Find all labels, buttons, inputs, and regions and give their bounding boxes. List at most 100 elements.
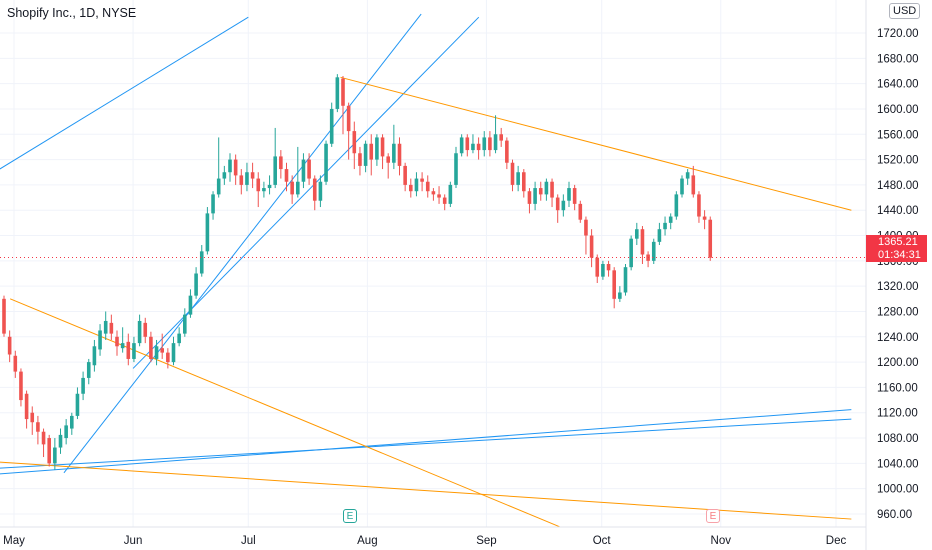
candle bbox=[279, 150, 283, 179]
candle-body bbox=[425, 181, 430, 192]
candle bbox=[561, 194, 566, 217]
candle bbox=[668, 213, 673, 230]
time-axis[interactable]: May Jun Jul Aug Sep Oct Nov Dec bbox=[3, 535, 846, 547]
trend-line-orange[interactable] bbox=[0, 460, 852, 520]
candle bbox=[612, 267, 616, 309]
candle-body bbox=[567, 188, 571, 201]
candle-body bbox=[70, 415, 74, 429]
candle bbox=[465, 134, 470, 157]
candle bbox=[358, 146, 362, 176]
trend-line-blue[interactable] bbox=[0, 16, 249, 186]
candle-body bbox=[584, 219, 588, 236]
candle-body bbox=[19, 371, 23, 401]
candle bbox=[488, 131, 492, 157]
candle-body bbox=[657, 229, 662, 242]
candle bbox=[64, 419, 68, 445]
candle bbox=[126, 333, 131, 366]
candle-body bbox=[414, 178, 419, 192]
candle-body bbox=[228, 159, 232, 173]
price-tick-label: 1480.00 bbox=[877, 180, 919, 192]
candle bbox=[154, 339, 159, 366]
candle-body bbox=[143, 322, 148, 337]
candle-body bbox=[301, 159, 306, 182]
candle bbox=[30, 406, 35, 435]
candle-body bbox=[188, 295, 193, 315]
candle bbox=[697, 191, 701, 223]
candle-body bbox=[7, 336, 12, 355]
trend-lines[interactable] bbox=[0, 13, 852, 528]
candle-body bbox=[296, 181, 300, 195]
candle-body bbox=[58, 434, 63, 448]
candle bbox=[476, 137, 481, 160]
candle bbox=[409, 178, 413, 198]
trend-line-orange[interactable] bbox=[340, 76, 852, 211]
candle-body bbox=[680, 178, 684, 195]
candle-body bbox=[211, 194, 215, 214]
candle-body bbox=[312, 178, 317, 201]
time-tick-label: Dec bbox=[826, 535, 847, 547]
candle-body bbox=[454, 153, 458, 185]
candle bbox=[98, 324, 102, 356]
price-tick-label: 1440.00 bbox=[877, 205, 919, 217]
candle-body bbox=[284, 169, 289, 182]
candle-body bbox=[375, 137, 379, 160]
trend-line-blue[interactable] bbox=[0, 418, 852, 470]
candle bbox=[493, 115, 498, 154]
candle bbox=[352, 121, 357, 170]
candle bbox=[250, 162, 255, 189]
candle-body bbox=[578, 203, 583, 220]
candle bbox=[324, 140, 328, 185]
price-tick-label: 1080.00 bbox=[877, 433, 919, 445]
candle-body bbox=[239, 175, 244, 185]
trend-line-blue[interactable] bbox=[63, 13, 422, 474]
candle bbox=[527, 188, 532, 214]
candle-body bbox=[154, 346, 159, 359]
price-axis[interactable]: 960.00 1000.00 1040.00 1080.00 1120.00 1160.0… bbox=[877, 28, 919, 521]
candle bbox=[606, 260, 611, 277]
candle bbox=[53, 438, 57, 470]
time-tick-label: Jul bbox=[241, 535, 256, 547]
candle bbox=[335, 74, 340, 113]
bar-countdown: 01:34:31 bbox=[878, 249, 921, 261]
candle bbox=[363, 140, 368, 173]
candle bbox=[578, 200, 583, 223]
time-tick-label: Jun bbox=[124, 535, 143, 547]
candle bbox=[392, 124, 396, 170]
candle bbox=[448, 181, 453, 208]
candle bbox=[296, 146, 300, 198]
earnings-marker-icon[interactable]: E bbox=[706, 509, 720, 523]
candle bbox=[522, 169, 526, 198]
candle bbox=[13, 350, 18, 378]
currency-button[interactable]: USD bbox=[889, 3, 921, 19]
earnings-marker-icon[interactable]: E bbox=[343, 509, 357, 523]
grid-lines bbox=[0, 0, 866, 527]
candles bbox=[2, 74, 713, 470]
last-price-value: 1365.21 bbox=[878, 236, 918, 248]
candle-body bbox=[663, 222, 667, 230]
price-tick-label: 1000.00 bbox=[877, 484, 919, 496]
candle-body bbox=[589, 235, 594, 258]
candle-body bbox=[30, 412, 35, 423]
candle-body bbox=[476, 143, 481, 151]
candle bbox=[459, 134, 464, 157]
candle-body bbox=[386, 156, 390, 163]
candle bbox=[635, 222, 639, 246]
candle-body bbox=[550, 181, 554, 198]
candle bbox=[629, 235, 633, 271]
candle-body bbox=[233, 159, 238, 176]
candle-body bbox=[691, 175, 696, 195]
price-tick-label: 1160.00 bbox=[877, 382, 918, 394]
candle-body bbox=[279, 156, 283, 170]
candle-body bbox=[205, 213, 210, 252]
trend-line-blue[interactable] bbox=[0, 409, 852, 476]
candle bbox=[442, 194, 447, 211]
candle bbox=[425, 175, 430, 198]
candle bbox=[24, 390, 29, 429]
candle bbox=[414, 172, 419, 197]
candle-body bbox=[493, 134, 498, 151]
candle-body bbox=[171, 343, 176, 363]
candle-body bbox=[629, 238, 633, 268]
candle-body bbox=[555, 197, 560, 211]
candle-body bbox=[126, 341, 131, 359]
